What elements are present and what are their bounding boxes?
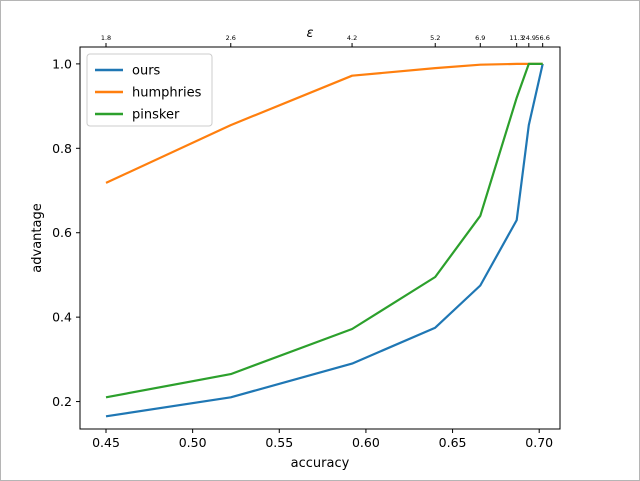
- plot-area: [79, 46, 561, 430]
- top-tick-label: 5.2: [430, 34, 440, 42]
- y-tick-label: 0.6: [52, 225, 72, 240]
- x-tick-label: 0.50: [179, 435, 207, 450]
- top-axis: 1.8 2.6 4.2 5.2 6.9 11.324.9 56.6: [101, 34, 550, 47]
- x-tick-label: 0.55: [265, 435, 293, 450]
- top-tick-label: 4.2: [347, 34, 357, 42]
- legend-box: [86, 53, 213, 127]
- y-tick-label: 1.0: [52, 56, 72, 71]
- legend-label-ours: ours: [132, 64, 161, 79]
- y-tick-label: 0.4: [52, 310, 72, 325]
- x-tick-label: 0.70: [525, 435, 553, 450]
- legend-label-pinsker: pinsker: [132, 108, 180, 123]
- top-tick-label: 1.8: [101, 34, 111, 42]
- x-tick-label: 0.60: [352, 435, 380, 450]
- y-axis-label: advantage: [30, 203, 45, 272]
- legend-label-humphries: humphries: [132, 86, 202, 101]
- top-tick-label: 2.6: [226, 34, 236, 42]
- x-tick-label: 0.45: [92, 435, 120, 450]
- top-tick-label: 56.6: [535, 34, 549, 42]
- top-tick-label: 24.9: [522, 34, 536, 42]
- legend: ours humphries pinsker: [86, 53, 213, 127]
- series-line-pinsker: [105, 62, 543, 399]
- x-axis-label: accuracy: [291, 456, 350, 471]
- x-axis: 0.45 0.50 0.55 0.60 0.65 0.70: [92, 429, 553, 450]
- series-line-humphries: [105, 62, 543, 184]
- top-tick-label: 11.3: [509, 34, 523, 42]
- y-tick-label: 0.2: [52, 394, 72, 409]
- series-layer: [105, 62, 544, 418]
- series-line-ours: [105, 63, 544, 418]
- x-tick-label: 0.65: [439, 435, 467, 450]
- y-tick-label: 0.8: [52, 141, 72, 156]
- y-axis: 0.2 0.4 0.6 0.8 1.0: [52, 56, 80, 409]
- top-axis-label: ε: [306, 26, 313, 41]
- top-tick-label: 6.9: [475, 34, 485, 42]
